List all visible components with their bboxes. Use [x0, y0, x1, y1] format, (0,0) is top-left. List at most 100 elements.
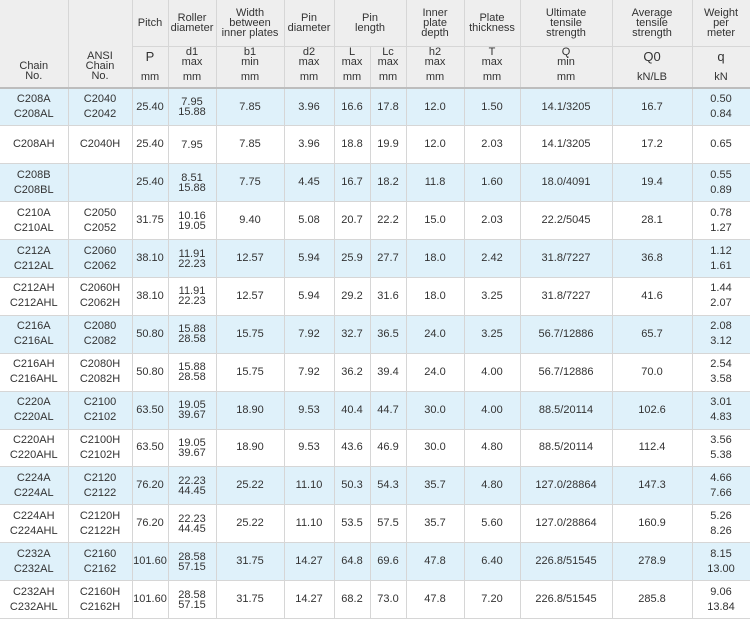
plate-thickness-cell: 6.40 [464, 542, 521, 582]
pitch-cell: 63.50 [132, 391, 169, 430]
ultimate-strength-cell: 14.1/3205 [520, 88, 613, 127]
ansi-no-cell: C2120H C2122H [68, 504, 133, 544]
header-title-line: tensile [550, 17, 582, 29]
roller-diameter-cell: 19.05 39.67 [168, 429, 217, 468]
roller-diameter-cell-line: 11.91 [178, 247, 206, 260]
plate-depth-cell: 47.8 [406, 542, 465, 582]
table-row: C220A C220AL C2100 C2102 63.50 19.05 39.67 18.9… [0, 391, 750, 430]
header-pin-diameter: Pin diameter [284, 0, 335, 47]
symbol: L [348, 46, 356, 58]
weight-cell: 3.01 4.83 [692, 391, 750, 430]
header-ultimate-tensile-strength: Ultimate tensile strength [520, 0, 613, 47]
pin-diameter-cell: 11.10 [284, 504, 335, 544]
table-row: C216A C216AL C2080 C2082 50.80 15.88 28.58 15.7… [0, 315, 750, 354]
plate-thickness-cell: 2.42 [464, 239, 521, 278]
ansi-no-cell: C2040 C2042 [68, 88, 133, 127]
symbol: Q [561, 46, 571, 58]
header-width-between-inner-plates: Width between inner plates [216, 0, 285, 47]
plate-depth-cell: 24.0 [406, 353, 465, 392]
weight-cell-line: 2.54 [710, 358, 732, 371]
pin-length-lc-cell: 57.5 [370, 504, 407, 544]
symbol-qualifier: min [557, 56, 575, 68]
chain-no-cell-line: C210A [16, 206, 51, 219]
symbol: Q0 [643, 49, 661, 64]
pin-length-lc-cell: 46.9 [370, 429, 407, 468]
inner-width-cell: 9.40 [216, 201, 285, 241]
table-row: C224A C224AL C2120 C2122 76.20 22.23 44.45 25.2… [0, 466, 750, 506]
roller-diameter-cell-line: 22.23 [178, 512, 206, 525]
header-title-line: meter [706, 27, 736, 39]
weight-cell: 4.66 7.66 [692, 466, 750, 506]
roller-diameter-cell-line: 19.05 [178, 399, 206, 412]
pitch-cell: 31.75 [132, 201, 169, 241]
chain-no-cell-line: C224A [16, 471, 51, 484]
average-strength-cell: 17.2 [612, 125, 693, 165]
chain-no-cell-line: C220AHL [9, 448, 58, 461]
roller-diameter-cell-line: 19.05 [178, 436, 206, 449]
header-weight-per-meter: Weight per meter [692, 0, 750, 47]
plate-thickness-cell: 3.25 [464, 315, 521, 354]
roller-diameter-cell: 8.51 15.88 [168, 163, 217, 203]
chain-no-cell-line: C224AHL [9, 524, 58, 537]
ansi-no-cell-line: C2040H [79, 138, 121, 151]
ultimate-strength-cell: 14.1/3205 [520, 125, 613, 165]
pin-length-lc-cell: 19.9 [370, 125, 407, 165]
weight-cell-line: 4.83 [710, 411, 732, 424]
pin-length-l-cell: 29.2 [334, 277, 371, 316]
chain-no-cell: C220AH C220AHL [0, 429, 69, 468]
header-title-line: Chain [19, 60, 49, 72]
symbol-qualifier: max [298, 56, 320, 68]
ansi-no-cell-line: C2160 [83, 547, 117, 560]
pin-length-lc-cell: 44.7 [370, 391, 407, 430]
roller-diameter-cell-line: 7.95 [181, 96, 203, 109]
pin-length-l-cell: 64.8 [334, 542, 371, 582]
average-strength-cell: 160.9 [612, 504, 693, 544]
weight-cell-line: 3.01 [710, 396, 732, 409]
inner-width-cell: 25.22 [216, 466, 285, 506]
header-title-line: Pin [301, 12, 317, 24]
ultimate-strength-cell: 127.0/28864 [520, 466, 613, 506]
average-strength-cell: 147.3 [612, 466, 693, 506]
pitch-cell: 101.60 [132, 580, 169, 619]
header-unit: kN/LB [612, 67, 693, 89]
header-title-line: thickness [469, 22, 515, 34]
roller-diameter-cell-line: 28.58 [178, 550, 206, 563]
header-title-line: plate [423, 17, 447, 29]
pitch-cell: 101.60 [132, 542, 169, 582]
ansi-no-cell: C2040H [68, 125, 133, 165]
chain-no-cell: C210A C210AL [0, 201, 69, 241]
header-title-line: Inner [422, 7, 448, 19]
pitch-cell: 38.10 [132, 277, 169, 316]
ultimate-strength-cell: 31.8/7227 [520, 239, 613, 278]
header-title-line: Average [631, 7, 673, 19]
pin-diameter-cell: 9.53 [284, 429, 335, 468]
chain-no-cell-line: C212AH [12, 282, 55, 295]
plate-depth-cell: 12.0 [406, 88, 465, 127]
ansi-no-cell: C2120 C2122 [68, 466, 133, 506]
pin-diameter-cell: 7.92 [284, 353, 335, 392]
ultimate-strength-cell: 18.0/4091 [520, 163, 613, 203]
weight-cell: 2.08 3.12 [692, 315, 750, 354]
pin-length-lc-cell: 22.2 [370, 201, 407, 241]
header-unit: mm [132, 67, 169, 89]
header-title-line: Ultimate [545, 7, 587, 19]
weight-cell: 9.06 13.84 [692, 580, 750, 619]
symbol: d1 [185, 46, 199, 58]
header-title-line: diameter [170, 22, 214, 34]
roller-diameter-cell-line: 28.58 [178, 333, 206, 346]
plate-depth-cell: 18.0 [406, 277, 465, 316]
roller-diameter-cell: 22.23 44.45 [168, 466, 217, 506]
pin-length-l-cell: 16.7 [334, 163, 371, 203]
roller-diameter-cell: 11.91 22.23 [168, 277, 217, 316]
roller-diameter-cell-line: 39.67 [178, 446, 206, 459]
roller-diameter-cell: 7.95 [168, 125, 217, 165]
weight-cell-line: 1.27 [710, 221, 732, 234]
plate-depth-cell: 12.0 [406, 125, 465, 165]
ultimate-strength-cell: 88.5/20114 [520, 429, 613, 468]
chain-no-cell: C224AH C224AHL [0, 504, 69, 544]
weight-cell-line: 1.61 [710, 259, 732, 272]
inner-width-cell: 31.75 [216, 580, 285, 619]
ansi-no-cell-line: C2162H [79, 600, 121, 613]
weight-cell-line: 1.44 [710, 282, 732, 295]
